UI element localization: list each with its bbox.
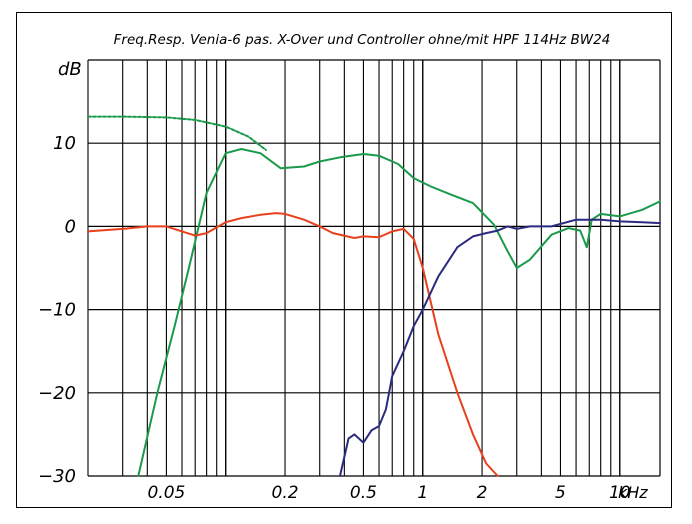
chart-title: Freq.Resp. Venia-6 pas. X-Over und Contr… [114,32,611,48]
x-tick-labels: 0.05 0.2 0.5 1 2 5 10 [147,483,630,503]
x-unit-label: kHz [618,483,648,502]
series-layer [87,115,661,477]
x-tick-label-1: 0.2 [272,483,299,503]
grid-lines [87,59,661,477]
y-tick-label-0: 10 [53,133,76,154]
x-tick-label-3: 1 [417,483,428,503]
x-tick-label-0: 0.05 [147,483,185,503]
series-line-0 [87,115,267,151]
y-tick-label-4: −30 [38,466,76,487]
x-tick-label-4: 2 [477,483,488,503]
y-tick-label-1: 0 [65,216,76,237]
y-axis-label: dB [58,59,82,80]
series-line-2 [87,212,499,477]
x-tick-label-6: 10 [609,483,631,503]
y-tick-label-2: −10 [38,300,76,321]
y-tick-labels: 10 0 −10 −20 −30 [38,133,76,487]
x-tick-label-5: 5 [555,483,566,503]
y-tick-label-3: −20 [38,383,76,404]
series-line-3 [339,218,661,477]
series-line-1 [137,148,661,477]
x-tick-label-2: 0.5 [350,483,377,503]
